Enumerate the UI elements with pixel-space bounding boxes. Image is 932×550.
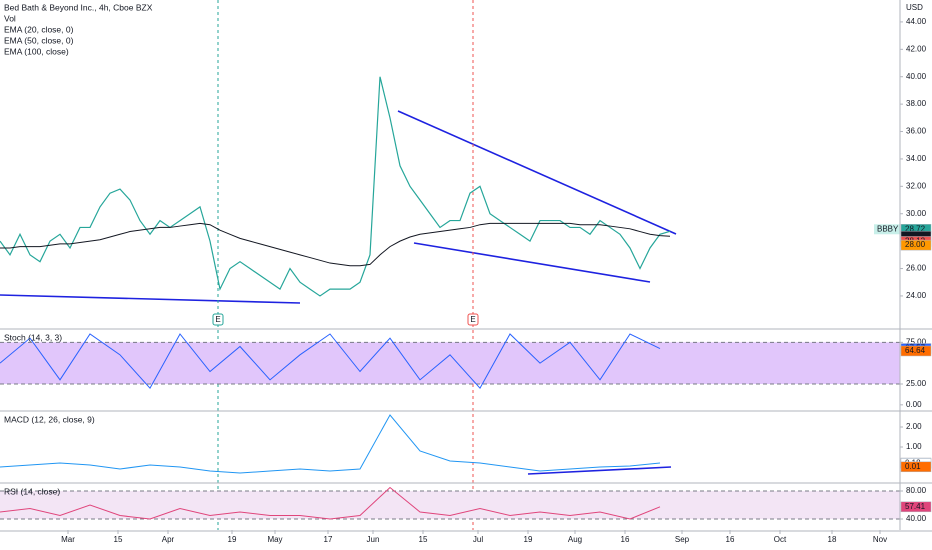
y-tick-label: 26.00 [906, 264, 927, 273]
x-tick-label: 18 [828, 535, 837, 544]
x-tick-label: Oct [774, 535, 787, 544]
y-tick-label: 38.00 [906, 99, 927, 108]
x-tick-label: 15 [419, 535, 428, 544]
x-tick-label: Mar [61, 535, 75, 544]
trendline [0, 294, 301, 304]
y-tick-label: 40.00 [906, 72, 927, 81]
price-label-box [900, 239, 932, 251]
x-tick-label: Apr [162, 535, 175, 544]
series-line [0, 222, 671, 267]
y-tick-label: 36.00 [906, 127, 927, 136]
trendline [397, 110, 677, 235]
x-tick-label: 19 [228, 535, 237, 544]
price-label: 28.36 [905, 231, 926, 240]
x-tick-label: 15 [114, 535, 123, 544]
x-tick-label: Jun [367, 535, 380, 544]
price-label: 64.64 [905, 346, 926, 355]
x-tick-label: 17 [324, 535, 333, 544]
event-label: E [215, 315, 220, 324]
trendline [413, 242, 651, 283]
y-tick-label: 34.00 [906, 154, 927, 163]
price-label-box [900, 501, 932, 513]
event-label: E [470, 315, 475, 324]
trendline [527, 466, 672, 475]
price-label: 28.00 [905, 240, 926, 249]
y-tick-label: 24.00 [906, 291, 927, 300]
event-badge [467, 313, 479, 326]
y-tick-label: 25.00 [906, 379, 927, 388]
x-tick-label: Aug [568, 535, 582, 544]
indicator-label: EMA (20, close, 0) [4, 24, 74, 34]
price-label: 57.41 [905, 502, 926, 511]
x-tick-label: Sep [675, 535, 690, 544]
y-tick-label: 1.00 [906, 442, 922, 451]
x-tick-label: May [267, 535, 282, 544]
price-label: 0.01 [905, 462, 921, 471]
x-tick-label: Nov [873, 535, 887, 544]
y-tick-label: 32.00 [906, 181, 927, 190]
event-badge [212, 313, 224, 326]
unit-label: USD [906, 3, 923, 12]
price-label-box [900, 461, 932, 473]
pane-title: Stoch (14, 3, 3) [4, 332, 62, 342]
x-tick-label: 16 [621, 535, 630, 544]
legend-entry: EMA (100, close) [4, 46, 69, 56]
y-tick-label: 40.00 [906, 514, 927, 523]
y-tick-label: 0.00 [906, 400, 922, 409]
y-tick-label: 44.00 [906, 17, 927, 26]
symbol-box [874, 224, 900, 235]
price-label-box [900, 345, 932, 357]
series-line [0, 486, 661, 520]
x-tick-label: 19 [524, 535, 533, 544]
series-line [0, 414, 661, 474]
pane-title: RSI (14, close) [4, 486, 60, 496]
series-line [0, 333, 661, 390]
symbol-label: BBBY [877, 224, 899, 233]
pane-title: Bed Bath & Beyond Inc., 4h, Cboe BZX [4, 2, 153, 12]
x-tick-label: 16 [726, 535, 735, 544]
band [0, 491, 900, 520]
y-tick-label: 30.00 [906, 209, 927, 218]
pane-title: MACD (12, 26, close, 9) [4, 414, 95, 424]
series-line [0, 76, 671, 297]
price-label: 28.72 [905, 224, 926, 233]
indicator-label: Vol [4, 13, 16, 23]
band [0, 342, 900, 384]
y-tick-label: 75.00 [906, 337, 927, 346]
y-tick-label: 80.00 [906, 486, 927, 495]
x-tick-label: Jul [473, 535, 483, 544]
indicator-label: EMA (50, close, 0) [4, 35, 74, 45]
y-tick-label: 42.00 [906, 44, 927, 53]
y-tick-label: 2.00 [906, 422, 922, 431]
